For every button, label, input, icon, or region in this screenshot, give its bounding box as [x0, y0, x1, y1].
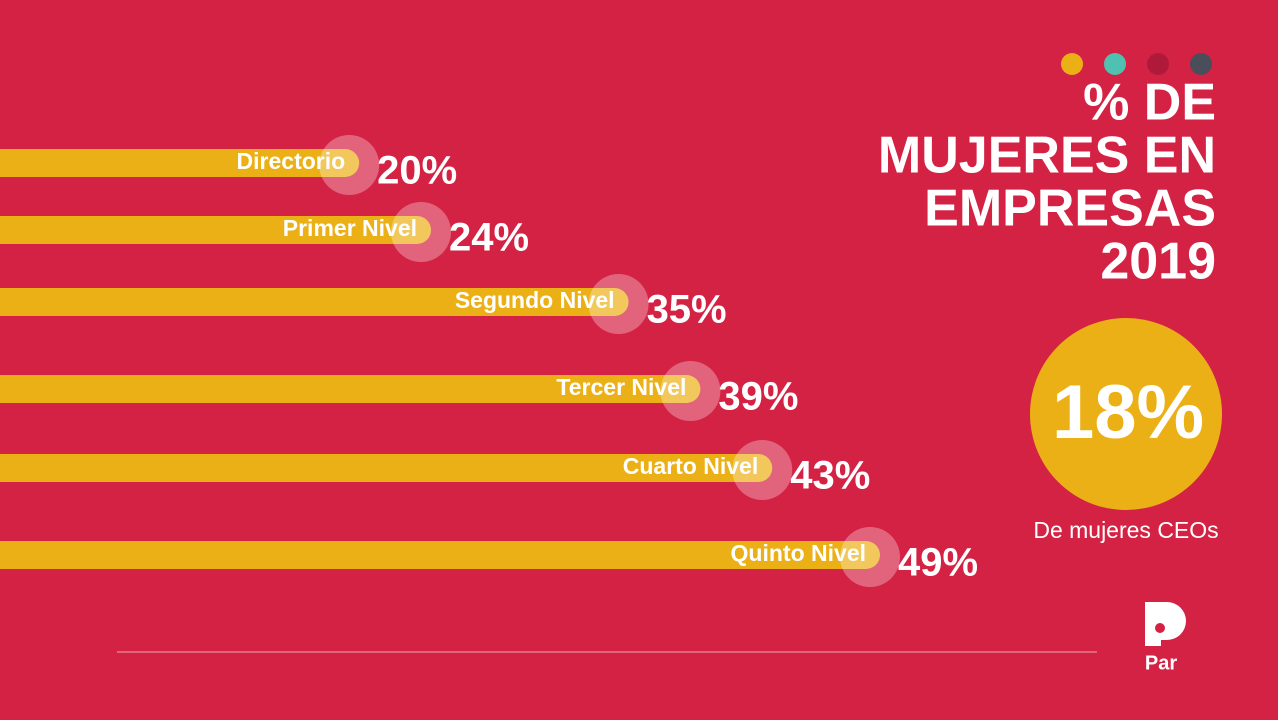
- category-label: Cuarto Nivel: [623, 453, 758, 479]
- value-label: 20%: [377, 149, 457, 193]
- decor-dot: [1104, 53, 1126, 75]
- bar-end-halo: [840, 527, 900, 587]
- highlight-circle: [1030, 318, 1222, 510]
- category-label: Quinto Nivel: [731, 540, 866, 566]
- bar-end-halo: [319, 135, 380, 195]
- category-label: Tercer Nivel: [556, 374, 686, 400]
- bar: [0, 288, 629, 316]
- highlight-caption: De mujeres CEOs: [1033, 517, 1218, 543]
- bar-end-halo: [660, 361, 721, 421]
- chart-title: 2019: [1100, 233, 1216, 291]
- category-label: Segundo Nivel: [455, 287, 615, 313]
- bar-end-halo: [391, 202, 452, 262]
- chart-title: EMPRESAS: [924, 180, 1216, 238]
- bar: [0, 149, 360, 177]
- highlight-label: 18%: [1052, 370, 1204, 455]
- logo-icon: [1145, 602, 1186, 646]
- bar: [0, 375, 701, 403]
- decor-dot: [1061, 53, 1083, 75]
- bar: [0, 454, 773, 482]
- bar-end-halo: [588, 274, 649, 334]
- bar: [0, 216, 432, 244]
- bar: [0, 541, 880, 569]
- logo-text: Par: [1145, 652, 1177, 674]
- category-label: Directorio: [237, 148, 346, 174]
- value-label: 49%: [898, 541, 978, 585]
- category-label: Primer Nivel: [283, 215, 417, 241]
- bar-end-halo: [732, 440, 793, 500]
- decor-dot: [1147, 53, 1169, 75]
- chart-title: MUJERES EN: [878, 127, 1216, 185]
- value-label: 43%: [790, 454, 870, 498]
- value-label: 39%: [718, 375, 798, 419]
- decor-dot: [1190, 53, 1212, 75]
- value-label: 35%: [647, 288, 727, 332]
- chart-title: % DE: [1083, 74, 1216, 132]
- value-label: 24%: [449, 216, 529, 260]
